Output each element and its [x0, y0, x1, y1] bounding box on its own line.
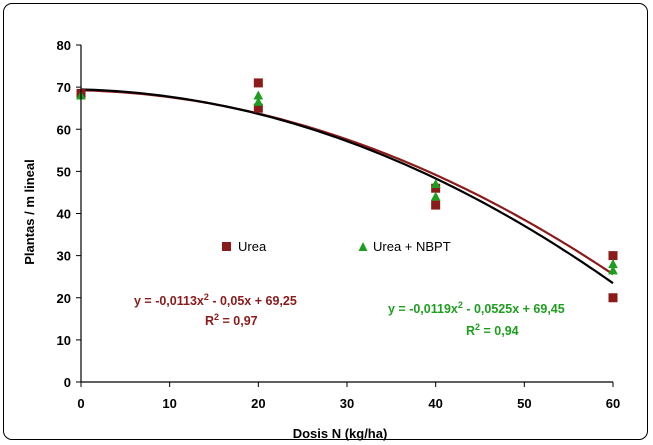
y-tick-label-4: 40 — [57, 207, 71, 222]
y-tick-label-1: 10 — [57, 333, 71, 348]
fit-curve-0 — [80, 89, 614, 276]
chart-frame — [3, 3, 648, 440]
x-tick-label-2: 20 — [251, 396, 265, 411]
legend-label-urea-nbpt: Urea + NBPT — [373, 239, 451, 254]
data-points — [76, 78, 618, 303]
point-series1-4 — [430, 191, 441, 201]
y-axis-title: Plantas / m lineal — [22, 159, 37, 265]
point-series1-2 — [253, 96, 264, 106]
axis-ticks: 0 10 20 30 40 50 60 0 10 20 30 40 50 60 70 80 — [57, 38, 621, 411]
fit-curve-1 — [80, 88, 614, 285]
y-tick-label-6: 60 — [57, 122, 71, 137]
x-tick-label-6: 60 — [606, 396, 620, 411]
svg-text:R2 = 0,97: R2 = 0,97 — [205, 312, 258, 328]
equation-nbpt-suffix: - 0,0525x + 69,45 — [463, 302, 565, 316]
point-series1-6 — [608, 265, 618, 275]
legend-marker-urea-nbpt — [358, 242, 368, 251]
y-tick-label-5: 50 — [57, 164, 71, 179]
y-tick-label-0: 0 — [64, 375, 71, 390]
x-tick-label-0: 0 — [77, 396, 84, 411]
x-axis-title: Dosis N (kg/ha) — [293, 426, 388, 441]
point-series0-4 — [431, 200, 441, 210]
point-series0-5 — [608, 251, 618, 261]
legend: Urea Urea + NBPT — [222, 239, 451, 254]
svg-text:y = -0,0113x2 - 0,05x + 69,25: y = -0,0113x2 - 0,05x + 69,25 — [134, 292, 297, 308]
x-tick-label-3: 30 — [340, 396, 354, 411]
point-series1-5 — [608, 259, 618, 269]
r2-urea-nbpt: = 0,94 — [480, 324, 519, 338]
equation-urea-suffix: - 0,05x + 69,25 — [209, 294, 297, 308]
y-tick-label-2: 20 — [57, 291, 71, 306]
point-series0-3 — [431, 183, 441, 193]
svg-text:y = -0,0119x2 - 0,0525x + 69,4: y = -0,0119x2 - 0,0525x + 69,45 — [388, 300, 565, 316]
point-series0-6 — [608, 293, 618, 303]
x-tick-label-1: 10 — [162, 396, 176, 411]
equation-urea-nbpt: y = -0,0119x2 - 0,0525x + 69,45 R2 = 0,9… — [388, 300, 565, 338]
equation-urea: y = -0,0113x2 - 0,05x + 69,25 R2 = 0,97 — [134, 292, 297, 328]
r2-urea: = 0,97 — [219, 314, 258, 328]
equation-urea-prefix: y = -0,0113x — [134, 294, 204, 308]
fit-curves — [80, 88, 614, 285]
y-tick-label-7: 70 — [57, 80, 71, 95]
point-series0-2 — [253, 103, 263, 113]
equation-nbpt-prefix: y = -0,0119x — [388, 302, 458, 316]
point-series1-1 — [253, 90, 264, 100]
point-series0-1 — [253, 78, 263, 88]
y-tick-label-8: 80 — [57, 38, 71, 53]
svg-text:R2 = 0,94: R2 = 0,94 — [466, 322, 519, 338]
legend-marker-urea — [222, 242, 231, 251]
x-tick-label-4: 40 — [428, 396, 442, 411]
point-series1-3 — [430, 179, 441, 189]
y-tick-label-3: 30 — [57, 249, 71, 264]
x-tick-label-5: 50 — [517, 396, 531, 411]
legend-label-urea: Urea — [238, 239, 267, 254]
